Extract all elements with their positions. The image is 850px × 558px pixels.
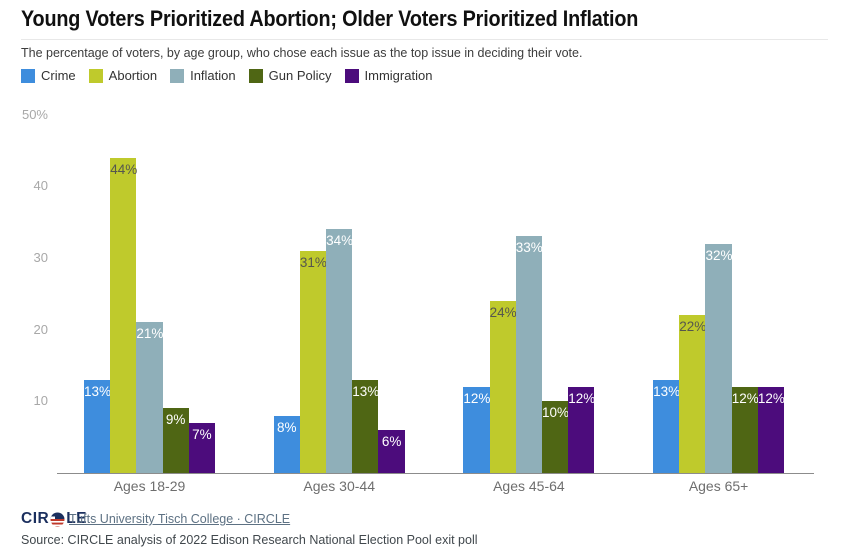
bar-immigration: 6% <box>378 429 405 473</box>
circle-logo-flag-icon <box>50 512 65 526</box>
bar-value-label: 8% <box>277 419 297 435</box>
title-divider <box>21 39 828 40</box>
bar-value-label: 9% <box>165 412 186 428</box>
y-axis-tick-label: 50% <box>21 106 48 122</box>
legend-item-crime: Crime <box>21 68 76 83</box>
bar-gun-policy: 9% <box>162 408 189 473</box>
legend-swatch-icon <box>248 68 263 83</box>
bar-group-ages-18-29: 13% 44% 21% 9% 7% <box>84 0 215 473</box>
x-axis-category-label: Ages 30-44 <box>303 478 375 494</box>
legend-label: Inflation <box>190 68 236 83</box>
bar-group-ages-65+: 13% 22% 32% 12% 12% <box>653 0 785 473</box>
legend-label: Immigration <box>364 68 433 83</box>
bar-abortion: 31% <box>299 250 327 473</box>
tufts-tisch-college-link[interactable]: Tufts University Tisch College · CIRCLE <box>69 512 291 526</box>
bar-group-ages-30-44: 8% 31% 34% 13% 6% <box>273 0 405 473</box>
bar-gun-policy: 10% <box>541 401 570 473</box>
bar-abortion: 24% <box>489 300 517 473</box>
bar-value-label: 21% <box>136 326 164 342</box>
bar-value-label: 31% <box>299 254 327 270</box>
legend-item-gun-policy: Gun Policy <box>248 68 332 83</box>
bar-inflation: 32% <box>705 243 733 473</box>
bar-value-label: 12% <box>463 390 491 406</box>
bar-value-label: 13% <box>352 383 380 399</box>
bar-value-label: 12% <box>757 390 785 406</box>
bar-crime: 8% <box>273 415 300 473</box>
bar-value-label: 22% <box>679 319 707 335</box>
bar-value-label: 13% <box>84 383 112 399</box>
legend-label: Abortion <box>108 68 158 83</box>
bar-gun-policy: 13% <box>352 379 380 473</box>
chart-subtitle: The percentage of voters, by age group, … <box>21 46 583 60</box>
bar-value-label: 6% <box>381 433 402 449</box>
bar-crime: 13% <box>653 379 681 473</box>
chart-title: Young Voters Prioritized Abortion; Older… <box>21 6 639 31</box>
y-axis-tick-label: 30 <box>33 249 48 265</box>
bar-gun-policy: 12% <box>731 386 759 473</box>
circle-logo-text-left: CIR <box>21 510 50 527</box>
bar-inflation: 33% <box>515 236 543 473</box>
bar-value-label: 32% <box>705 247 733 263</box>
bar-crime: 13% <box>84 379 112 473</box>
bar-value-label: 34% <box>326 233 354 249</box>
source-note: Source: CIRCLE analysis of 2022 Edison R… <box>21 533 478 547</box>
y-axis-tick-label: 40 <box>33 178 48 194</box>
legend-label: Gun Policy <box>268 68 332 83</box>
legend-item-abortion: Abortion <box>88 68 158 83</box>
bar-value-label: 12% <box>731 390 759 406</box>
bar-value-label: 7% <box>192 426 212 442</box>
bar-abortion: 22% <box>679 315 707 473</box>
bar-abortion: 44% <box>110 157 138 473</box>
legend-swatch-icon <box>88 68 103 83</box>
x-axis-category-label: Ages 18-29 <box>113 478 186 494</box>
legend-swatch-icon <box>21 68 35 83</box>
bar-inflation: 34% <box>326 229 354 473</box>
bar-immigration: 12% <box>568 386 596 473</box>
bar-inflation: 21% <box>136 322 164 473</box>
x-axis-category-label: Ages 45-64 <box>493 478 565 494</box>
y-axis-tick-label: 20 <box>33 321 48 337</box>
bar-group-ages-45-64: 12% 24% 33% 10% 12% <box>463 0 596 473</box>
bar-value-label: 44% <box>110 161 138 177</box>
bar-value-label: 10% <box>541 405 570 421</box>
bar-immigration: 12% <box>757 386 785 473</box>
legend-item-immigration: Immigration <box>344 68 433 83</box>
bar-crime: 12% <box>463 386 491 473</box>
legend-swatch-icon <box>344 68 359 83</box>
legend-item-inflation: Inflation <box>170 68 236 83</box>
x-axis-category-label: Ages 65+ <box>688 478 749 494</box>
bar-value-label: 13% <box>653 383 681 399</box>
y-axis-tick-label: 10 <box>33 393 48 409</box>
bar-value-label: 24% <box>489 304 517 320</box>
circle-logo-text-right: LE <box>66 510 88 527</box>
x-axis-line <box>57 473 814 474</box>
chart-legend: Crime Abortion Inflation Gun Policy Immigrat… <box>21 68 432 83</box>
circle-logo: CIR LE <box>21 510 87 528</box>
legend-swatch-icon <box>170 68 185 83</box>
bar-value-label: 12% <box>568 390 596 406</box>
legend-label: Crime <box>41 68 76 83</box>
bar-value-label: 33% <box>515 240 543 256</box>
bar-immigration: 7% <box>188 422 215 473</box>
